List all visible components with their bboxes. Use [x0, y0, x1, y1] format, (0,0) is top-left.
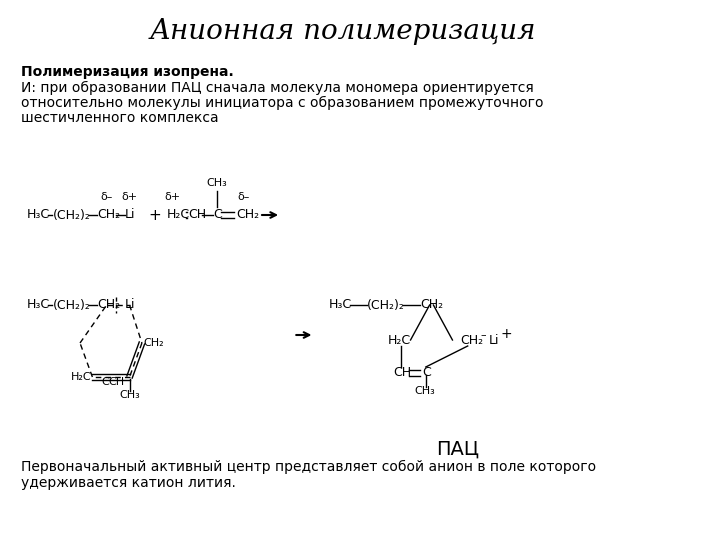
Text: относительно молекулы инициатора с образованием промежуточного: относительно молекулы инициатора с образ…: [21, 96, 544, 110]
Text: H₃C: H₃C: [27, 299, 50, 312]
Text: CH₃: CH₃: [415, 386, 435, 396]
Text: И: при образовании ПАЦ сначала молекула мономера ориентируется: И: при образовании ПАЦ сначала молекула …: [21, 81, 534, 95]
Text: шестичленного комплекса: шестичленного комплекса: [21, 111, 219, 125]
Text: Анионная полимеризация: Анионная полимеризация: [150, 18, 536, 45]
Text: CH₃: CH₃: [207, 178, 228, 188]
Text: (CH₂)₂: (CH₂)₂: [366, 299, 405, 312]
Text: CH₂: CH₂: [97, 208, 120, 221]
Text: CH₂: CH₂: [143, 338, 163, 348]
Text: H₂C: H₂C: [71, 372, 91, 382]
Text: CH₃: CH₃: [120, 390, 140, 400]
Text: +: +: [148, 207, 161, 222]
Text: H₂C: H₂C: [167, 208, 190, 221]
Text: CH₂: CH₂: [97, 299, 120, 312]
Text: CH₂: CH₂: [236, 208, 259, 221]
Text: H₃C: H₃C: [27, 208, 50, 221]
Text: H₃C: H₃C: [328, 299, 352, 312]
Text: Li: Li: [125, 208, 135, 221]
Text: +: +: [500, 327, 512, 341]
Text: Полимеризация изопрена.: Полимеризация изопрена.: [21, 65, 234, 79]
Text: CH₂: CH₂: [420, 299, 444, 312]
Text: δ+: δ+: [122, 192, 138, 202]
Text: δ+: δ+: [164, 192, 181, 202]
Text: CH: CH: [189, 208, 207, 221]
Text: δ–: δ–: [238, 192, 250, 202]
Text: CH: CH: [393, 367, 412, 380]
Text: CH: CH: [108, 377, 125, 387]
Text: Li: Li: [125, 299, 135, 312]
Text: C: C: [213, 208, 222, 221]
Text: удерживается катион лития.: удерживается катион лития.: [21, 476, 236, 490]
Text: Первоначальный активный центр представляет собой анион в поле которого: Первоначальный активный центр представля…: [21, 460, 596, 474]
Text: (CH₂)₂: (CH₂)₂: [53, 208, 90, 221]
Text: C: C: [422, 367, 431, 380]
Text: ПАЦ: ПАЦ: [436, 440, 479, 459]
Text: H₂C: H₂C: [387, 334, 410, 347]
Text: C: C: [102, 377, 109, 387]
Text: δ–: δ–: [101, 192, 113, 202]
Text: (CH₂)₂: (CH₂)₂: [53, 299, 90, 312]
Text: CH₂: CH₂: [460, 334, 483, 347]
Text: Li: Li: [489, 334, 499, 347]
Text: –: –: [480, 330, 486, 340]
